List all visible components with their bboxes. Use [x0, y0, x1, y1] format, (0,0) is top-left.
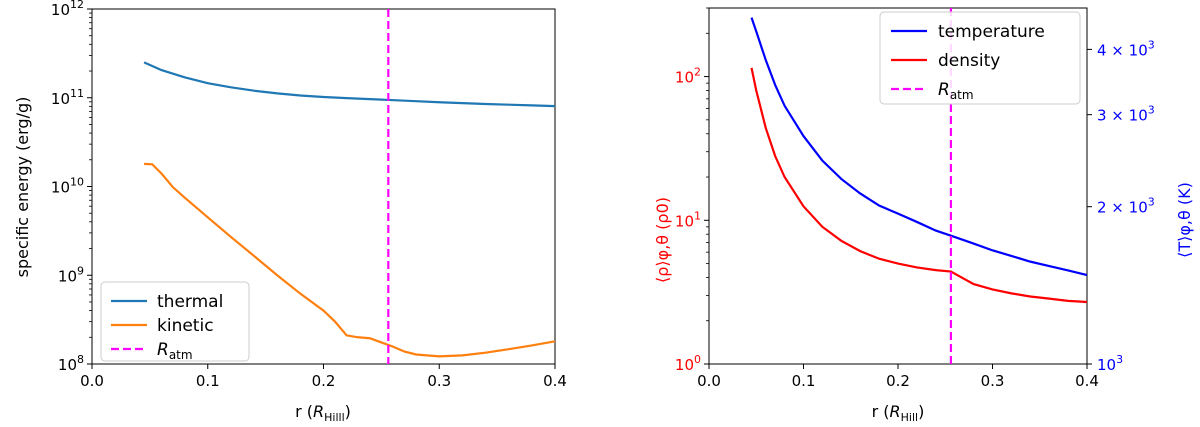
right-legend-label: density	[938, 51, 1000, 71]
right-right-y-axis-label: ⟨T⟩φ,θ (K)	[1175, 182, 1194, 258]
left-x-tick-label: 0.4	[543, 372, 567, 390]
left-x-axis-label: r (RHilll)	[295, 402, 351, 424]
left-y-tick-label: 109	[58, 264, 84, 285]
left-x-tick-label: 0.1	[196, 372, 220, 390]
right-series-temperature-line	[750, 17, 1088, 277]
left-series-kinetic-line	[144, 162, 556, 358]
left-series-thermal-line	[143, 61, 556, 108]
left-legend-label: kinetic	[157, 316, 214, 336]
left-y-tick-label: 1010	[51, 176, 84, 197]
right-left-y-tick-label: 102	[675, 66, 701, 87]
left-legend-label: thermal	[157, 292, 223, 312]
left-x-tick-label: 0.3	[427, 372, 451, 390]
left-y-tick-label: 1011	[51, 87, 84, 108]
left-x-tick-label: 0.2	[312, 372, 336, 390]
left-legend-label: Ratm	[157, 340, 193, 362]
right-legend-label: Ratm	[938, 80, 974, 102]
left-y-tick-label: 1012	[51, 0, 84, 19]
right-x-axis-label: r (RHill)	[872, 402, 925, 424]
left-y-axis-label: specific energy (erg/g)	[13, 97, 32, 278]
right-left-y-tick-label: 100	[675, 353, 701, 374]
right-legend: temperature density Ratm	[879, 11, 1081, 105]
right-right-y-tick-label: 103	[1097, 353, 1123, 374]
right-right-y-tick-label: 4 × 103	[1097, 38, 1155, 59]
right-series-density-line	[750, 67, 1088, 304]
right-x-tick-label: 0.2	[886, 372, 910, 390]
left-y-tick-label: 108	[58, 353, 84, 374]
right-legend-label: temperature	[938, 22, 1045, 42]
left-legend: thermal kinetic Ratm	[100, 281, 250, 362]
right-x-tick-label: 0.4	[1075, 372, 1099, 390]
right-x-tick-label: 0.1	[792, 372, 816, 390]
left-x-tick-label: 0.0	[80, 372, 104, 390]
right-right-y-tick-label: 2 × 103	[1097, 196, 1155, 217]
right-x-tick-label: 0.3	[981, 372, 1005, 390]
right-x-tick-label: 0.0	[697, 372, 721, 390]
left-chart-panel: 0.0 0.1 0.2 0.3 0.4 108 109 1010 1011 1012 therma…	[13, 0, 567, 424]
right-left-y-tick-label: 101	[675, 209, 701, 230]
right-left-y-axis-label: ⟨ρ⟩φ,θ (ρ0)	[653, 197, 672, 283]
right-legend-box	[879, 11, 1081, 105]
right-chart-panel: 0.0 0.1 0.2 0.3 0.4 100 101 102 103 2 × 103 3 × 10…	[653, 7, 1194, 424]
right-right-y-tick-label: 3 × 103	[1097, 104, 1155, 125]
